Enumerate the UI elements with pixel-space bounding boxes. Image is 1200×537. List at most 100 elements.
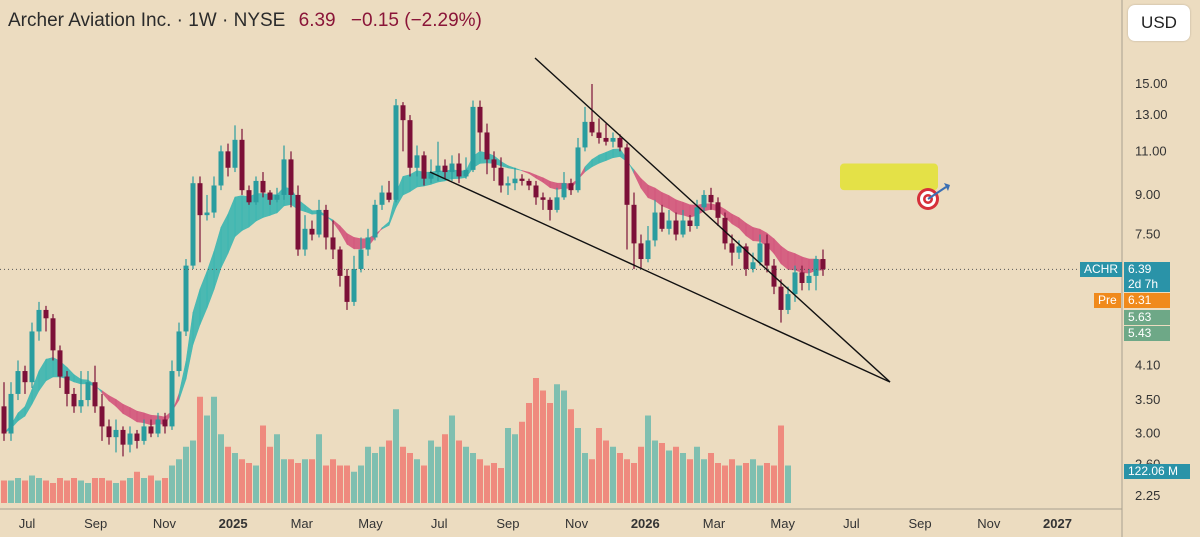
candle (568, 178, 574, 195)
ribbon-segment (213, 227, 222, 290)
candle-body (729, 243, 735, 253)
candle (71, 387, 77, 413)
volume-bar (736, 465, 742, 503)
ribbon-segment (647, 184, 656, 201)
candle-body (36, 309, 42, 332)
volume-bar (750, 459, 756, 503)
volume-bar (596, 428, 602, 503)
candle-body (442, 165, 448, 173)
volume-bar (589, 459, 595, 503)
candle-body (561, 183, 567, 198)
candle (743, 243, 749, 276)
candle (575, 137, 581, 193)
volume-bar (407, 453, 413, 503)
volume-bar (85, 483, 91, 503)
ribbon-segment (668, 195, 677, 215)
candle (99, 393, 105, 441)
candle (246, 185, 252, 205)
candle (442, 159, 448, 179)
candle (638, 234, 644, 269)
volume-bar (666, 450, 672, 503)
candle (512, 167, 518, 191)
trendlines (429, 57, 891, 383)
ribbon-segment (801, 256, 810, 274)
candle (85, 371, 91, 407)
candle (288, 151, 294, 208)
candle (813, 255, 819, 291)
candlesticks (1, 84, 826, 457)
ribbon-segment (227, 196, 236, 254)
target-icon (917, 183, 950, 210)
volume-bar (120, 480, 126, 503)
time-tick-label: Jul (843, 516, 860, 531)
candle-body (330, 237, 336, 250)
candle-body (232, 139, 238, 168)
volume-bar (337, 465, 343, 503)
volume-bar (176, 459, 182, 503)
volume-bar (722, 465, 728, 503)
volume-bar (50, 483, 56, 503)
candle-body (71, 393, 77, 407)
candle (113, 419, 119, 453)
candle-body (610, 137, 616, 142)
candle (8, 382, 14, 441)
candle-body (246, 190, 252, 203)
ribbon-segment (500, 160, 509, 169)
volume-bar (295, 463, 301, 503)
candle-body (596, 132, 602, 138)
candle-body (624, 147, 630, 205)
candle (645, 226, 651, 263)
candle (540, 192, 546, 210)
candle-body (799, 272, 805, 283)
candle-body (575, 147, 581, 191)
candle-body (169, 371, 175, 427)
volume-bar (477, 459, 483, 503)
volume-bar (435, 446, 441, 503)
candle (358, 237, 364, 273)
ribbon-segment (122, 403, 131, 418)
volume-bar (526, 403, 532, 503)
candle-body (484, 132, 490, 160)
candle-body (533, 185, 539, 198)
candle (617, 134, 623, 152)
time-tick-label: May (770, 516, 795, 531)
volume-bar (631, 463, 637, 503)
currency-button[interactable]: USD (1128, 5, 1190, 41)
candle (729, 234, 735, 266)
candle (680, 209, 686, 238)
ribbon-segment (605, 148, 614, 161)
candle-body (176, 331, 182, 372)
volume-bar (652, 440, 658, 503)
volume-bar (260, 425, 266, 503)
candle (393, 98, 399, 203)
volume-bar (463, 446, 469, 503)
candle-body (505, 183, 511, 186)
ribbon-segment (402, 174, 411, 196)
candle (372, 199, 378, 241)
candle (22, 365, 28, 394)
price-tick-label: 4.10 (1135, 358, 1160, 373)
candle-body (477, 106, 483, 133)
candle (330, 220, 336, 260)
candle-body (617, 137, 623, 148)
candle (470, 100, 476, 173)
volume-bar (127, 478, 133, 503)
time-axis[interactable]: Jul Sep Nov 2025 Mar May Jul Sep Nov 2026 Mar May Ju… (19, 516, 1072, 531)
candle (463, 157, 469, 179)
volume-tag: 122.06 M (1124, 464, 1190, 479)
candle-body (295, 194, 301, 250)
candle-body (106, 426, 112, 438)
candle-body (414, 155, 420, 168)
time-tick-label: Jul (19, 516, 36, 531)
volume-bar (148, 475, 154, 503)
countdown-tag: 2d 7h (1124, 277, 1170, 292)
candle-body (785, 294, 791, 310)
volume-bar (57, 478, 63, 503)
volume-bar (645, 415, 651, 503)
ribbon-segment (521, 170, 530, 174)
volume-bar (8, 480, 14, 503)
candle-body (337, 249, 343, 276)
chart-title: Archer Aviation Inc. · 1W · NYSE 6.39 −0… (8, 10, 482, 32)
volume-bar (533, 378, 539, 503)
